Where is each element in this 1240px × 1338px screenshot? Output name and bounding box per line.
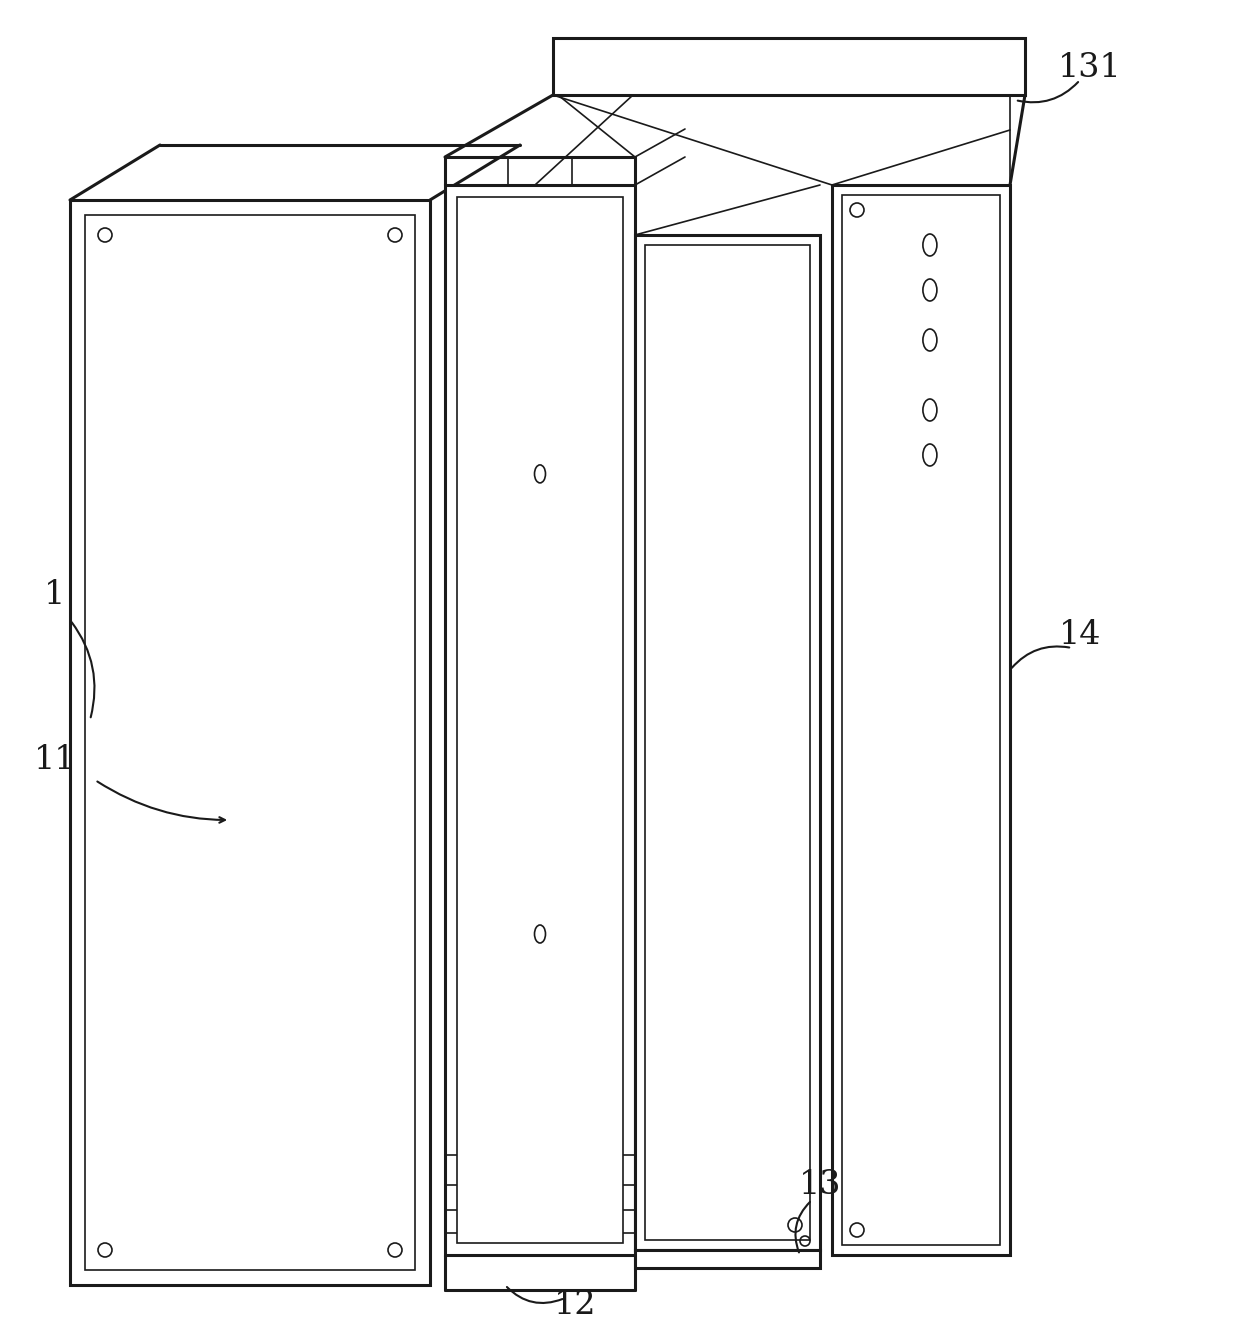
Text: 13: 13 [799, 1169, 841, 1202]
Bar [458, 197, 622, 1243]
Bar [86, 215, 415, 1270]
Text: 1: 1 [45, 579, 66, 611]
Text: 131: 131 [1058, 52, 1122, 84]
Bar [832, 185, 1011, 1255]
Bar [445, 185, 635, 1255]
Text: 14: 14 [1059, 619, 1101, 652]
Text: 12: 12 [554, 1288, 596, 1321]
Bar [635, 235, 820, 1250]
Text: 11: 11 [33, 744, 76, 776]
Bar [553, 37, 1025, 95]
Bar [69, 199, 430, 1284]
Bar [645, 245, 810, 1240]
Bar [842, 195, 999, 1244]
Bar [635, 1250, 820, 1268]
